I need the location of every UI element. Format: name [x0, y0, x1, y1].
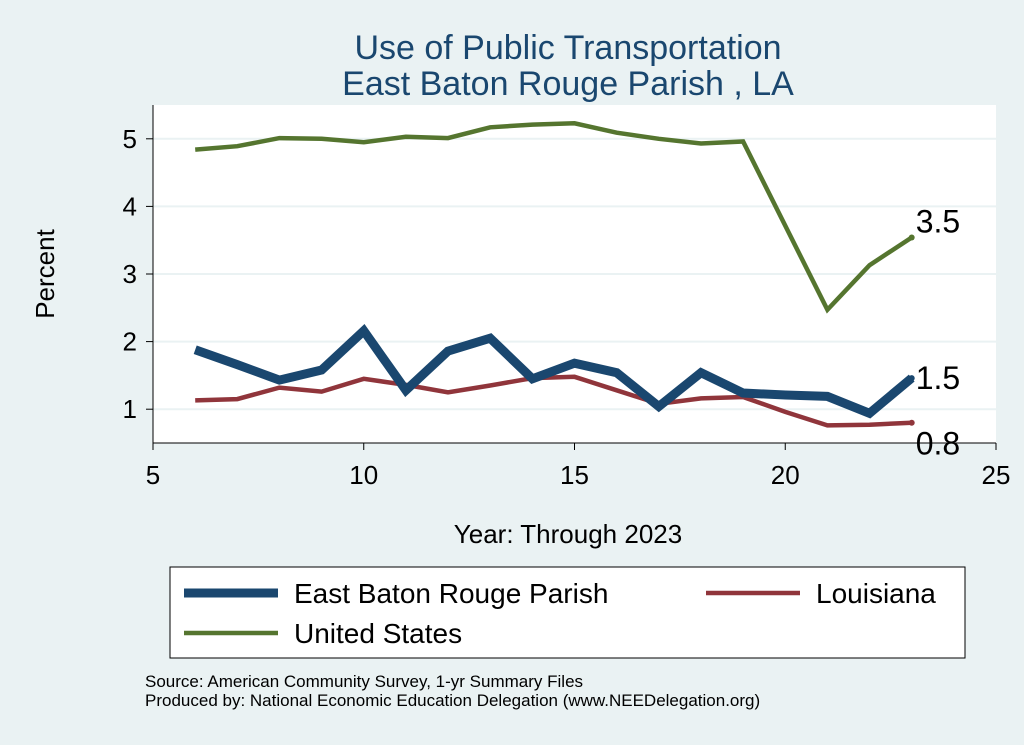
series-line-louisiana [195, 374, 912, 428]
legend-label-louisiana: Louisiana [816, 578, 936, 609]
source-notes: Source: American Community Survey, 1-yr … [145, 672, 760, 710]
end-label-united-states: 3.5 [916, 203, 960, 239]
x-axis-label: Year: Through 2023 [454, 519, 682, 549]
series-line-united-states [195, 121, 913, 314]
x-tick-label: 25 [982, 460, 1011, 490]
axes: 1 2 3 4 5 5 10 15 20 25 [123, 105, 1011, 490]
legend: East Baton Rouge Parish Louisiana United S… [184, 578, 936, 649]
y-tick-label: 5 [123, 124, 137, 154]
y-tick-label: 4 [123, 191, 137, 221]
series-endpoint-louisiana [908, 419, 915, 426]
y-axis-label: Percent [30, 228, 60, 318]
y-tick-label: 2 [123, 327, 137, 357]
x-tick-label: 10 [349, 460, 378, 490]
x-tick-label: 15 [560, 460, 589, 490]
y-tick-label: 1 [123, 394, 137, 424]
series-line-east-baton-rouge-parish [193, 324, 915, 419]
chart-subtitle: East Baton Rouge Parish , LA [342, 65, 794, 103]
series-layer: 1.5 0.8 3.5 [193, 121, 960, 462]
chart-title: Use of Public Transportation [354, 29, 781, 67]
end-label-east-baton-rouge-parish: 1.5 [916, 360, 960, 396]
source-line: Source: American Community Survey, 1-yr … [145, 672, 584, 691]
series-endpoint-united-states [908, 234, 915, 241]
x-tick-label: 5 [146, 460, 160, 490]
x-tick-label: 20 [771, 460, 800, 490]
producer-line: Produced by: National Economic Education… [145, 691, 761, 710]
legend-label-east-baton-rouge-parish: East Baton Rouge Parish [294, 578, 608, 609]
legend-label-united-states: United States [294, 618, 462, 649]
y-tick-label: 3 [123, 259, 137, 289]
end-label-louisiana: 0.8 [916, 426, 960, 462]
series-endpoint-east-baton-rouge-parish [908, 375, 915, 382]
legend-box [169, 566, 966, 659]
